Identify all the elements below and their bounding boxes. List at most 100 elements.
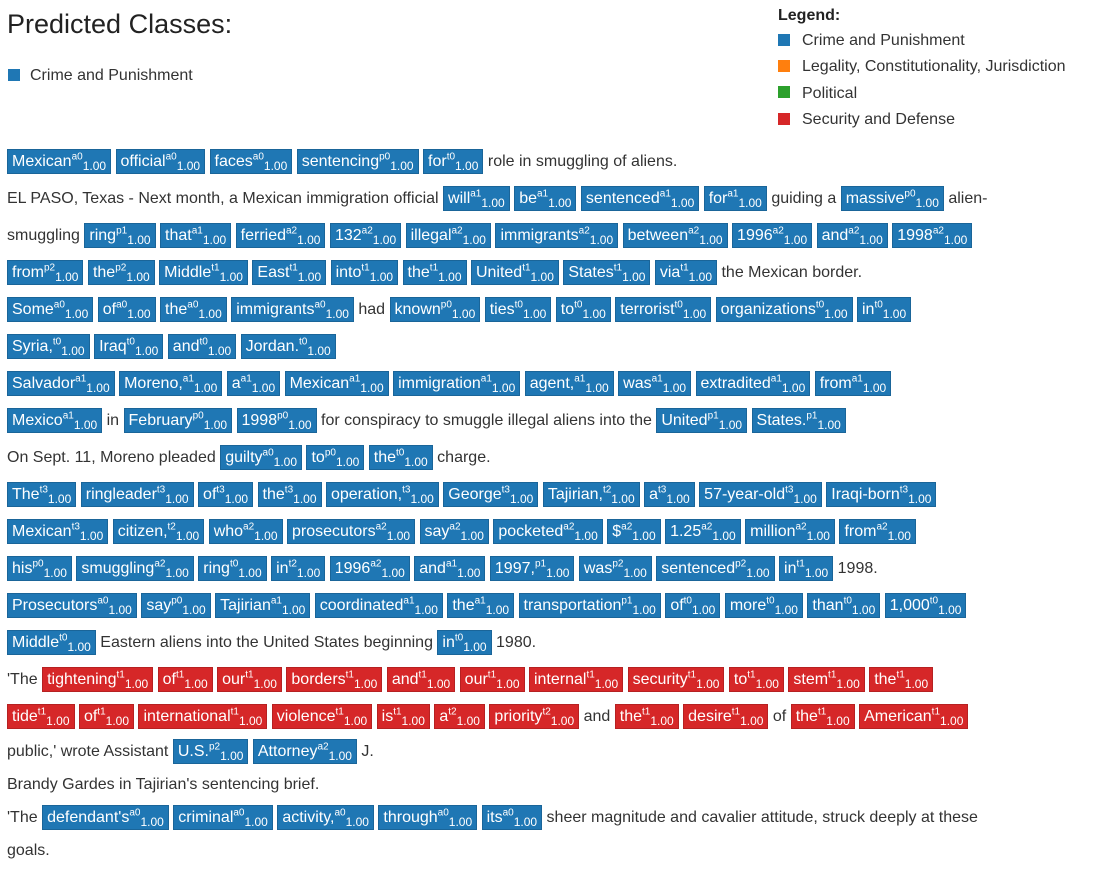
token-highlight[interactable]: ofa01.00 [97, 297, 156, 322]
token-highlight[interactable]: securityt11.00 [627, 667, 725, 692]
token-highlight[interactable]: Middlet01.00 [7, 630, 96, 655]
token-highlight[interactable]: $a21.00 [607, 519, 661, 544]
token-highlight[interactable]: milliona21.00 [745, 519, 835, 544]
token-highlight[interactable]: Attorneya21.00 [252, 739, 357, 764]
token-highlight[interactable]: 1996a21.00 [732, 223, 813, 248]
token-highlight[interactable]: thea11.00 [447, 593, 515, 618]
token-highlight[interactable]: immigrantsa21.00 [495, 223, 619, 248]
token-highlight[interactable]: prosecutorsa21.00 [286, 519, 416, 544]
token-highlight[interactable]: borderst11.00 [286, 667, 383, 692]
token-highlight[interactable]: 1,000t01.00 [884, 593, 967, 618]
token-highlight[interactable]: andt01.00 [167, 334, 237, 359]
token-highlight[interactable]: Jordan.t01.00 [240, 334, 336, 359]
token-highlight[interactable]: Salvadora11.00 [7, 371, 115, 396]
token-highlight[interactable]: stemt11.00 [788, 667, 865, 692]
token-highlight[interactable]: fromp21.00 [7, 260, 84, 285]
token-highlight[interactable]: internalt11.00 [528, 667, 624, 692]
token-highlight[interactable]: thep21.00 [87, 260, 155, 285]
token-highlight[interactable]: ringt01.00 [198, 556, 267, 581]
token-highlight[interactable]: thet11.00 [614, 704, 679, 729]
token-highlight[interactable]: wasa11.00 [618, 371, 692, 396]
token-highlight[interactable]: oft31.00 [198, 482, 254, 507]
token-highlight[interactable]: Mexicana11.00 [284, 371, 389, 396]
token-highlight[interactable]: agent,a11.00 [524, 371, 614, 396]
token-highlight[interactable]: Georget31.00 [443, 482, 539, 507]
token-highlight[interactable]: froma21.00 [839, 519, 916, 544]
token-highlight[interactable]: 1998p01.00 [236, 408, 317, 433]
token-highlight[interactable]: illegala21.00 [405, 223, 491, 248]
token-highlight[interactable]: int21.00 [271, 556, 326, 581]
token-highlight[interactable]: tot11.00 [728, 667, 784, 692]
token-highlight[interactable]: fort01.00 [423, 149, 484, 174]
token-highlight[interactable]: ringp11.00 [84, 223, 156, 248]
token-highlight[interactable]: violencet11.00 [271, 704, 373, 729]
token-highlight[interactable]: defendant'sa01.00 [42, 805, 169, 830]
token-highlight[interactable]: Thet31.00 [7, 482, 77, 507]
token-highlight[interactable]: operation,t31.00 [325, 482, 439, 507]
token-highlight[interactable]: thet31.00 [257, 482, 322, 507]
token-highlight[interactable]: willa11.00 [443, 186, 510, 211]
token-highlight[interactable]: pocketeda21.00 [493, 519, 603, 544]
token-highlight[interactable]: Eastt11.00 [252, 260, 327, 285]
token-highlight[interactable]: Syria,t01.00 [7, 334, 90, 359]
token-highlight[interactable]: activity,a01.00 [277, 805, 374, 830]
token-highlight[interactable]: thant01.00 [807, 593, 881, 618]
token-highlight[interactable]: andt11.00 [386, 667, 456, 692]
token-highlight[interactable]: 57-year-oldt31.00 [699, 482, 822, 507]
token-highlight[interactable]: guiltya01.00 [220, 445, 303, 470]
token-highlight[interactable]: at21.00 [434, 704, 485, 729]
token-highlight[interactable]: 1998a21.00 [892, 223, 973, 248]
token-highlight[interactable]: moret01.00 [724, 593, 803, 618]
token-highlight[interactable]: thet11.00 [402, 260, 467, 285]
token-highlight[interactable]: Prosecutorsa01.00 [7, 593, 137, 618]
token-highlight[interactable]: tot01.00 [555, 297, 611, 322]
token-highlight[interactable]: anda21.00 [816, 223, 888, 248]
token-highlight[interactable]: 1997,p11.00 [489, 556, 575, 581]
token-highlight[interactable]: facesa01.00 [209, 149, 293, 174]
token-highlight[interactable]: at31.00 [644, 482, 695, 507]
token-highlight[interactable]: Februaryp01.00 [123, 408, 233, 433]
token-highlight[interactable]: sentencedp21.00 [656, 556, 775, 581]
token-highlight[interactable]: Statest11.00 [563, 260, 651, 285]
token-highlight[interactable]: saya21.00 [419, 519, 489, 544]
token-highlight[interactable]: ringleadert31.00 [80, 482, 194, 507]
token-highlight[interactable]: fora11.00 [703, 186, 767, 211]
token-highlight[interactable]: coordinateda11.00 [314, 593, 443, 618]
token-highlight[interactable]: thata11.00 [160, 223, 232, 248]
token-highlight[interactable]: ourt11.00 [217, 667, 282, 692]
token-highlight[interactable]: 132a21.00 [329, 223, 402, 248]
token-highlight[interactable]: officiala01.00 [115, 149, 206, 174]
token-highlight[interactable]: smugglinga21.00 [76, 556, 194, 581]
token-highlight[interactable]: Iraqi-bornt31.00 [826, 482, 937, 507]
token-highlight[interactable]: sentencingp01.00 [296, 149, 419, 174]
token-highlight[interactable]: ist11.00 [376, 704, 430, 729]
token-highlight[interactable]: States.p11.00 [751, 408, 846, 433]
token-highlight[interactable]: oft11.00 [157, 667, 213, 692]
token-highlight[interactable]: tiest01.00 [484, 297, 552, 322]
token-highlight[interactable]: thet01.00 [368, 445, 433, 470]
token-highlight[interactable]: transportationp11.00 [518, 593, 661, 618]
token-highlight[interactable]: tighteningt11.00 [42, 667, 154, 692]
token-highlight[interactable]: oft01.00 [665, 593, 721, 618]
token-highlight[interactable]: criminala01.00 [173, 805, 273, 830]
token-highlight[interactable]: thet11.00 [869, 667, 934, 692]
token-highlight[interactable]: Tajiriana11.00 [215, 593, 311, 618]
token-highlight[interactable]: tidet11.00 [7, 704, 75, 729]
token-highlight[interactable]: intot11.00 [330, 260, 399, 285]
token-highlight[interactable]: Mexicoa11.00 [7, 408, 103, 433]
token-highlight[interactable]: top01.00 [306, 445, 365, 470]
token-highlight[interactable]: wasp21.00 [578, 556, 652, 581]
token-highlight[interactable]: itsa01.00 [481, 805, 543, 830]
token-highlight[interactable]: Tajirian,t21.00 [542, 482, 640, 507]
token-highlight[interactable]: 1996a21.00 [329, 556, 410, 581]
token-highlight[interactable]: int01.00 [437, 630, 492, 655]
token-highlight[interactable]: citizen,t21.00 [112, 519, 205, 544]
token-highlight[interactable]: bea11.00 [514, 186, 577, 211]
token-highlight[interactable]: througha01.00 [378, 805, 478, 830]
token-highlight[interactable]: oft11.00 [78, 704, 134, 729]
token-highlight[interactable]: massivep01.00 [840, 186, 944, 211]
token-highlight[interactable]: ourt11.00 [459, 667, 525, 692]
token-highlight[interactable]: viat11.00 [654, 260, 718, 285]
token-highlight[interactable]: anda11.00 [414, 556, 486, 581]
token-highlight[interactable]: int01.00 [857, 297, 912, 322]
